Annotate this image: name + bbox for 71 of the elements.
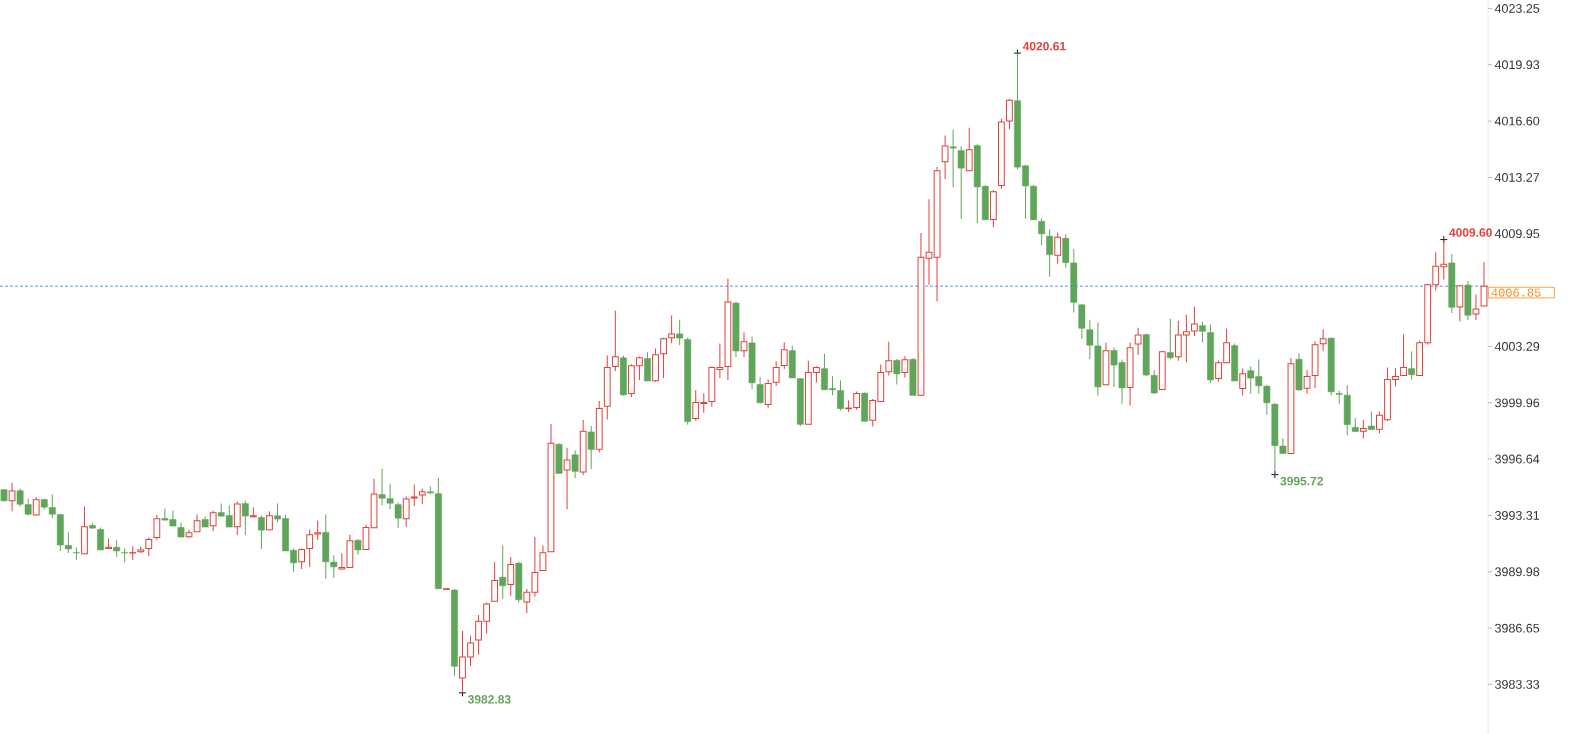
y-tick-label: 3993.31 (1495, 510, 1540, 520)
candlestick (209, 510, 217, 532)
candlestick (644, 351, 651, 382)
candlestick (772, 360, 780, 387)
y-tick-label: 3986.65 (1495, 623, 1540, 633)
candlestick (298, 547, 306, 570)
candlestick (1078, 303, 1086, 340)
candlestick (780, 341, 788, 370)
text: 4009.60 (1449, 228, 1492, 237)
candlestick (957, 145, 965, 220)
candlestick (233, 501, 241, 536)
candlestick (258, 514, 265, 550)
candlestick (893, 358, 901, 386)
text: 3982.83 (467, 695, 511, 704)
candlestick (563, 447, 571, 510)
y-tick-label: 4003.29 (1494, 342, 1540, 351)
y-tick-label: 4016.60 (1494, 116, 1540, 126)
candlestick (1335, 389, 1343, 405)
candlestick (965, 127, 973, 172)
candlestick (901, 355, 909, 379)
candlestick (1303, 369, 1311, 395)
candlestick (885, 341, 893, 377)
candlestick (8, 482, 16, 512)
candlestick (949, 129, 957, 188)
candlestick (1038, 217, 1045, 246)
candlestick (611, 310, 619, 372)
y-tick-label: 3999.96 (1495, 398, 1540, 408)
candlestick (153, 514, 161, 541)
ref-line-label: 4006.85 (1491, 288, 1541, 297)
candlestick (97, 526, 104, 551)
candlestick (491, 561, 499, 602)
y-tick-label: 3983.33 (1495, 679, 1540, 689)
candlestick (1166, 318, 1174, 360)
y-tick-label: 3996.64 (1495, 454, 1540, 464)
candlestick (241, 500, 249, 536)
text: 3995.72 (1280, 476, 1323, 486)
candlestick (499, 544, 507, 600)
candlestick (676, 319, 684, 346)
candlestick (668, 315, 676, 344)
candlestick (1368, 410, 1375, 431)
y-tick-label: 4013.27 (1494, 173, 1540, 182)
candlestick (756, 376, 764, 404)
candlestick (1239, 367, 1247, 397)
candlestick (587, 425, 595, 470)
candlestick (1456, 285, 1464, 322)
y-tick-label: 4023.25 (1494, 4, 1540, 13)
candlestick (145, 536, 153, 557)
y-tick-label: 4009.95 (1494, 229, 1540, 239)
candlestick (1319, 328, 1327, 352)
y-tick-label: 3989.98 (1495, 567, 1540, 577)
candlestick (266, 511, 273, 531)
candlestick (571, 449, 579, 479)
candlestick (394, 502, 402, 529)
candlestick (764, 379, 772, 409)
candlestick (1046, 228, 1054, 278)
candlestick (1199, 321, 1206, 343)
candlestick (1054, 231, 1062, 265)
candlestick (1408, 350, 1415, 381)
candlestick (1472, 293, 1480, 321)
candlestick (1359, 419, 1367, 440)
candlestick (1134, 327, 1142, 356)
candlestick (660, 337, 667, 379)
candlestick (105, 537, 112, 550)
candlestick (941, 135, 949, 180)
candlestick (837, 379, 844, 412)
candlestick (1400, 334, 1407, 377)
candlestick (539, 544, 547, 571)
y-tick-label: 4019.93 (1494, 60, 1540, 70)
candlestick (740, 332, 748, 358)
text: 4020.61 (1022, 41, 1066, 51)
candlestick (507, 556, 515, 597)
